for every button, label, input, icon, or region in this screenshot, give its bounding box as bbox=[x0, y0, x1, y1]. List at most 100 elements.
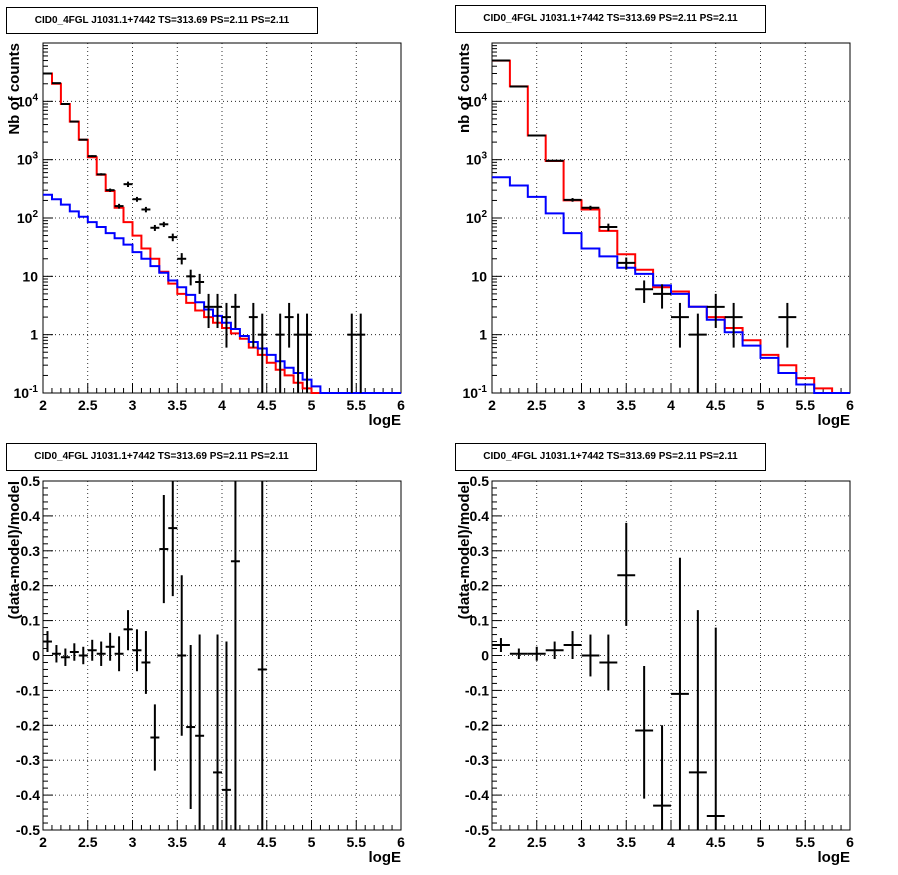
x-tick-label: 3.5 bbox=[168, 834, 188, 850]
data-point bbox=[653, 725, 671, 830]
data-point bbox=[123, 181, 133, 187]
y-tick-label: 0.3 bbox=[470, 543, 490, 559]
y-tick-label: 10 bbox=[471, 268, 487, 284]
data-point bbox=[60, 103, 70, 106]
data-point bbox=[545, 159, 564, 162]
series-background-model bbox=[492, 176, 850, 394]
x-tick-label: 4 bbox=[218, 834, 226, 850]
x-tick-label: 4.5 bbox=[706, 397, 726, 413]
y-tick-label: 10-1 bbox=[463, 384, 488, 401]
data-point bbox=[195, 273, 205, 294]
y-axis-label: nb of counts bbox=[456, 43, 473, 133]
y-tick-label: 0.4 bbox=[470, 508, 490, 524]
y-axis-label: Nb of counts bbox=[6, 43, 23, 135]
panel-title-top-left: CID0_4FGL J1031.1+7442 TS=313.69 PS=2.11… bbox=[6, 7, 318, 34]
data-points bbox=[492, 522, 725, 830]
y-tick-label: 103 bbox=[466, 151, 488, 168]
data-point bbox=[141, 206, 151, 213]
data-point bbox=[635, 665, 654, 799]
x-tick-label: 3 bbox=[578, 397, 586, 413]
x-tick-label: 2 bbox=[39, 397, 47, 413]
y-axis-label: (data-model)/model bbox=[456, 481, 473, 619]
y-tick-label: 1 bbox=[30, 327, 38, 343]
data-point bbox=[123, 610, 133, 651]
data-point bbox=[69, 120, 79, 123]
data-point bbox=[581, 634, 600, 677]
y-tick-label: 0.3 bbox=[21, 543, 41, 559]
y-tick-label: 102 bbox=[466, 209, 488, 226]
plot-bottom-left: 2 2.5 3 3.5 4 4.5 5 5.5 6logE-0.5-0.4-0.3-0.2-0.… bbox=[6, 473, 405, 866]
data-point bbox=[492, 638, 510, 653]
data-point bbox=[617, 257, 636, 270]
y-tick-label: 103 bbox=[17, 151, 39, 168]
y-tick-label: -0.4 bbox=[16, 787, 40, 803]
data-point bbox=[78, 138, 88, 141]
data-point bbox=[60, 648, 70, 666]
x-tick-label: 3.5 bbox=[617, 834, 637, 850]
data-point bbox=[51, 82, 61, 85]
data-point bbox=[617, 522, 636, 626]
data-point bbox=[132, 196, 142, 202]
data-point bbox=[150, 224, 160, 231]
y-tick-label: -0.2 bbox=[465, 717, 489, 733]
x-tick-label: 4 bbox=[667, 397, 675, 413]
x-tick-label: 4.5 bbox=[706, 834, 726, 850]
y-tick-label: 0.5 bbox=[21, 473, 41, 489]
data-point bbox=[706, 293, 725, 329]
data-points bbox=[492, 59, 797, 393]
y-tick-label: -0.5 bbox=[465, 822, 489, 838]
data-point bbox=[599, 223, 618, 231]
x-tick-label: 4.5 bbox=[257, 397, 277, 413]
x-tick-label: 3 bbox=[129, 397, 137, 413]
data-point bbox=[222, 641, 231, 830]
x-tick-label: 4 bbox=[667, 834, 675, 850]
x-tick-label: 5 bbox=[308, 397, 316, 413]
y-tick-label: -0.1 bbox=[465, 682, 489, 698]
x-tick-label: 5.5 bbox=[796, 397, 816, 413]
data-point bbox=[141, 631, 151, 694]
data-point bbox=[87, 155, 97, 158]
data-point bbox=[177, 575, 187, 736]
data-point bbox=[248, 302, 258, 348]
data-point bbox=[509, 85, 528, 88]
x-tick-label: 6 bbox=[397, 834, 405, 850]
x-tick-label: 2 bbox=[488, 397, 496, 413]
x-axis-label: logE bbox=[369, 412, 402, 429]
data-point bbox=[168, 233, 178, 242]
data-point bbox=[222, 302, 231, 348]
data-point bbox=[688, 610, 707, 830]
y-axis: -0.5 -0.4 -0.3 -0.2 -0.1 0 0.1 0.2 0.3 0.4 0.5(dat… bbox=[456, 473, 502, 838]
data-point bbox=[293, 313, 303, 393]
y-tick-label: 0.1 bbox=[470, 613, 490, 629]
data-point bbox=[43, 631, 52, 653]
x-tick-label: 3 bbox=[578, 834, 586, 850]
y-tick-label: 1 bbox=[479, 327, 487, 343]
x-tick-label: 5.5 bbox=[347, 834, 367, 850]
data-point bbox=[177, 253, 187, 265]
x-axis-label: logE bbox=[818, 849, 851, 866]
data-point bbox=[105, 188, 115, 192]
y-tick-label: -0.5 bbox=[16, 822, 40, 838]
x-tick-label: 2.5 bbox=[78, 834, 98, 850]
data-point bbox=[492, 59, 510, 62]
data-point bbox=[509, 648, 528, 659]
y-tick-label: 104 bbox=[466, 92, 488, 109]
data-point bbox=[195, 634, 205, 830]
x-tick-label: 6 bbox=[846, 834, 854, 850]
y-tick-label: 102 bbox=[17, 209, 39, 226]
data-point bbox=[302, 313, 312, 393]
panel-title-top-right: CID0_4FGL J1031.1+7442 TS=313.69 PS=2.11… bbox=[455, 5, 766, 33]
x-tick-label: 2.5 bbox=[78, 397, 98, 413]
panel-title-bottom-left: CID0_4FGL J1031.1+7442 TS=313.69 PS=2.11… bbox=[6, 443, 317, 471]
y-tick-label: 0.2 bbox=[470, 578, 490, 594]
data-points bbox=[43, 72, 366, 393]
y-axis: -0.5 -0.4 -0.3 -0.2 -0.1 0 0.1 0.2 0.3 0.4 0.5(dat… bbox=[6, 473, 53, 838]
plot-bottom-right: 2 2.5 3 3.5 4 4.5 5 5.5 6logE-0.5-0.4-0.3-0.2-0.… bbox=[456, 473, 854, 866]
y-tick-label: 104 bbox=[17, 92, 39, 109]
